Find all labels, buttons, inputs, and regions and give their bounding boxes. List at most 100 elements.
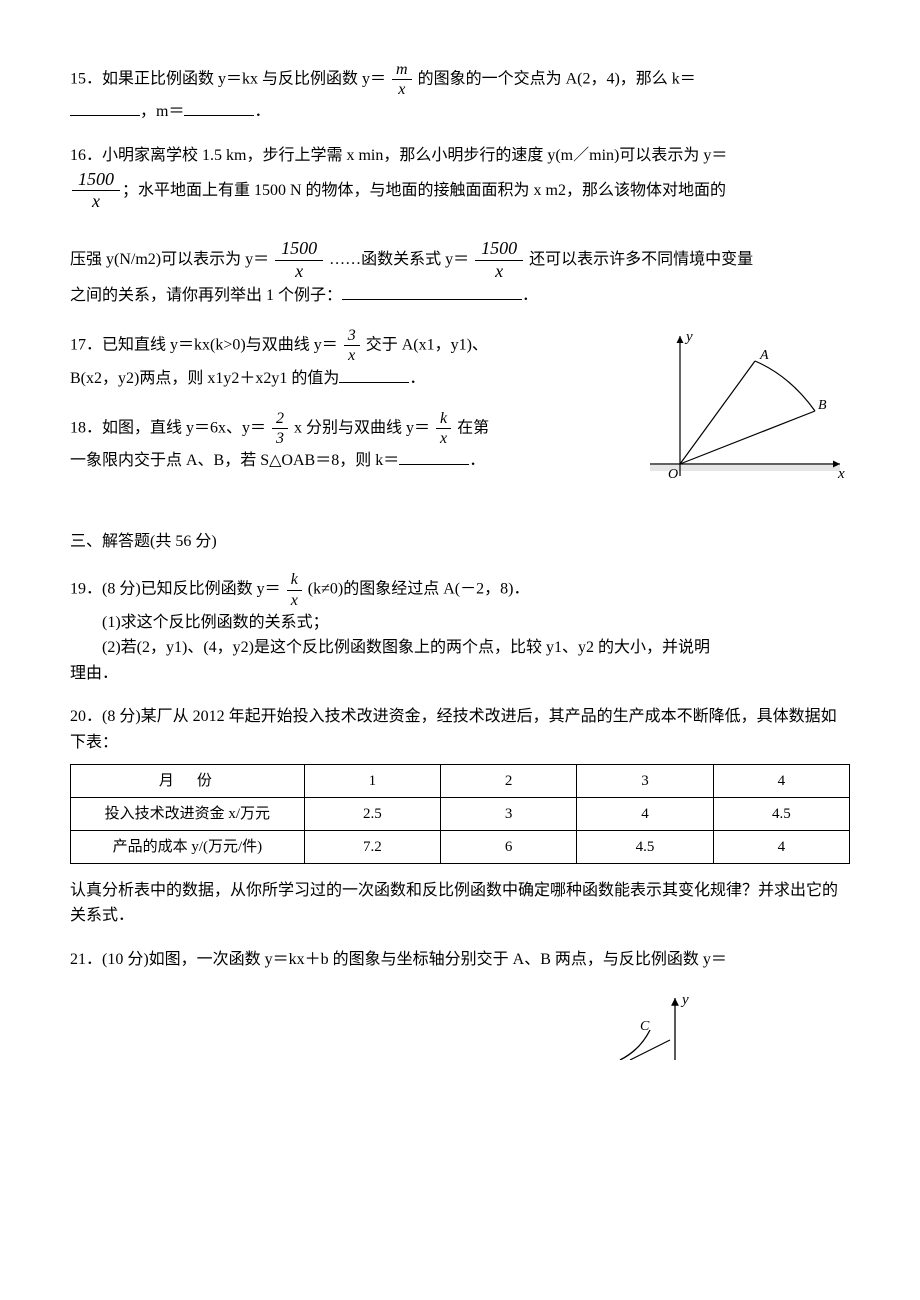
- q18-end: ．: [469, 452, 485, 469]
- q15-frac-den: x: [392, 80, 412, 99]
- q18-line1a: 如图，直线 y＝6x、y＝: [102, 419, 266, 436]
- fig1-origin: O: [668, 467, 678, 482]
- q18-line2: 一象限内交于点 A、B，若 S△OAB＝8，则 k＝: [70, 452, 399, 469]
- q16-line4: 之间的关系，请你再列举出 1 个例子：: [70, 287, 342, 304]
- table-cell: 4.5: [713, 797, 849, 830]
- figure-q18: y x O A B: [640, 326, 850, 505]
- q16-frac3-num: 1500: [475, 238, 523, 261]
- q16-end: ．: [522, 287, 538, 304]
- q18-frac1: 2 3: [272, 409, 288, 448]
- q17-q18-block: 17．已知直线 y＝kx(k>0)与双曲线 y＝ 3 x 交于 A(x1，y1)…: [70, 326, 850, 505]
- q19-frac-num: k: [287, 570, 302, 590]
- q19-sub2: (2)若(2，y1)、(4，y2)是这个反比例函数图象上的两个点，比较 y1、y…: [70, 635, 850, 661]
- fig2-y-label: y: [680, 992, 689, 1008]
- q17-num: 17．: [70, 336, 102, 353]
- fig1-x-label: x: [837, 466, 845, 482]
- q16-line3a: 压强 y(N/m2)可以表示为 y＝: [70, 251, 269, 268]
- q16-frac3-den: x: [475, 261, 523, 283]
- question-21: 21．(10 分)如图，一次函数 y＝kx＋b 的图象与坐标轴分别交于 A、B …: [70, 947, 850, 973]
- q21-num: 21．: [70, 951, 102, 968]
- fig1-point-b: B: [818, 398, 827, 413]
- table-cell: 4: [713, 830, 849, 863]
- question-17: 17．已知直线 y＝kx(k>0)与双曲线 y＝ 3 x 交于 A(x1，y1)…: [70, 326, 620, 391]
- q16-frac3: 1500 x: [475, 238, 523, 282]
- table-header-0: 月 份: [71, 764, 305, 797]
- q19-num: 19．: [70, 581, 102, 598]
- q16-frac1: 1500 x: [72, 169, 120, 213]
- q21-text: (10 分)如图，一次函数 y＝kx＋b 的图象与坐标轴分别交于 A、B 两点，…: [102, 951, 727, 968]
- q16-line2a: ；水平地面上有重 1500 N 的物体，与地面的接触面面积为 x m2，那么该物…: [122, 181, 726, 198]
- q17-line1b: 交于 A(x1，y1)、: [362, 336, 488, 353]
- q15-pre: 如果正比例函数 y＝kx 与反比例函数 y＝: [102, 70, 386, 87]
- section-3-title: 三、解答题(共 56 分): [70, 529, 850, 555]
- q19-sub2b: 理由．: [70, 661, 850, 687]
- q16-frac1-den: x: [72, 191, 120, 213]
- question-15: 15．如果正比例函数 y＝kx 与反比例函数 y＝ m x 的图象的一个交点为 …: [70, 60, 850, 125]
- q15-mid: ，m＝: [140, 103, 184, 120]
- q15-post: 的图象的一个交点为 A(2，4)，那么 k＝: [414, 70, 696, 87]
- table-row-header: 月 份 1 2 3 4: [71, 764, 850, 797]
- table-cell: 7.2: [304, 830, 440, 863]
- q16-line3b: ……函数关系式 y＝: [325, 251, 469, 268]
- q15-frac: m x: [392, 60, 412, 99]
- table-header-3: 3: [577, 764, 713, 797]
- figure-q21-wrap: y C: [70, 990, 730, 1069]
- q16-frac1-num: 1500: [72, 169, 120, 192]
- q17-q18-text: 17．已知直线 y＝kx(k>0)与双曲线 y＝ 3 x 交于 A(x1，y1)…: [70, 326, 620, 492]
- table-cell: 3: [441, 797, 577, 830]
- q18-frac2-num: k: [436, 409, 451, 429]
- q20-num: 20．: [70, 708, 102, 725]
- question-16: 16．小明家离学校 1.5 km，步行上学需 x min，那么小明步行的速度 y…: [70, 143, 850, 308]
- q18-frac1-num: 2: [272, 409, 288, 429]
- q16-line3c: 还可以表示许多不同情境中变量: [525, 251, 753, 268]
- figure-q21-svg: y C: [590, 990, 730, 1060]
- table-cell: 2.5: [304, 797, 440, 830]
- question-18: 18．如图，直线 y＝6x、y＝ 2 3 x 分别与双曲线 y＝ k x 在第 …: [70, 409, 620, 474]
- q15-blank-m: [184, 99, 254, 116]
- q17-frac-num: 3: [344, 326, 360, 346]
- q20-intro: (8 分)某厂从 2012 年起开始投入技术改进资金，经技术改进后，其产品的生产…: [70, 708, 837, 751]
- q18-frac1-den: 3: [272, 429, 288, 448]
- table-cell: 6: [441, 830, 577, 863]
- q19-line1a: (8 分)已知反比例函数 y＝: [102, 581, 281, 598]
- table-cell: 4.5: [577, 830, 713, 863]
- q16-num: 16．: [70, 147, 102, 164]
- q17-frac-den: x: [344, 346, 360, 365]
- q19-line1b: (k≠0)的图象经过点 A(－2，8)．: [304, 581, 530, 598]
- q17-frac: 3 x: [344, 326, 360, 365]
- q15-blank-k: [70, 99, 140, 116]
- q17-end: ．: [409, 370, 425, 387]
- q18-blank: [399, 448, 469, 465]
- fig2-point-c: C: [640, 1019, 650, 1034]
- q16-frac2-den: x: [275, 261, 323, 283]
- q15-num: 15．: [70, 70, 102, 87]
- q18-line1b: x 分别与双曲线 y＝: [290, 419, 430, 436]
- q20-after: 认真分析表中的数据，从你所学习过的一次函数和反比例函数中确定哪种函数能表示其变化…: [70, 878, 850, 929]
- q19-frac-den: x: [287, 591, 302, 610]
- q15-end: ．: [254, 103, 270, 120]
- q16-line1a: 小明家离学校 1.5 km，步行上学需 x min，那么小明步行的速度 y(m／…: [102, 147, 727, 164]
- q19-frac: k x: [287, 570, 302, 609]
- question-19: 19．(8 分)已知反比例函数 y＝ k x (k≠0)的图象经过点 A(－2，…: [70, 570, 850, 686]
- q18-frac2: k x: [436, 409, 451, 448]
- fig1-y-label: y: [684, 329, 693, 345]
- q18-num: 18．: [70, 419, 102, 436]
- figure-q18-svg: y x O A B: [640, 326, 850, 496]
- fig1-point-a: A: [759, 348, 769, 363]
- table-cell: 产品的成本 y/(万元/件): [71, 830, 305, 863]
- q18-frac2-den: x: [436, 429, 451, 448]
- q17-line1a: 已知直线 y＝kx(k>0)与双曲线 y＝: [102, 336, 338, 353]
- q20-table: 月 份 1 2 3 4 投入技术改进资金 x/万元 2.5 3 4 4.5 产品…: [70, 764, 850, 864]
- question-20: 20．(8 分)某厂从 2012 年起开始投入技术改进资金，经技术改进后，其产品…: [70, 704, 850, 928]
- table-row: 产品的成本 y/(万元/件) 7.2 6 4.5 4: [71, 830, 850, 863]
- table-row: 投入技术改进资金 x/万元 2.5 3 4 4.5: [71, 797, 850, 830]
- q19-sub1: (1)求这个反比例函数的关系式；: [70, 610, 850, 636]
- table-header-1: 1: [304, 764, 440, 797]
- q16-frac2-num: 1500: [275, 238, 323, 261]
- q17-line2: B(x2，y2)两点，则 x1y2＋x2y1 的值为: [70, 370, 339, 387]
- q15-frac-num: m: [392, 60, 412, 80]
- table-header-2: 2: [441, 764, 577, 797]
- q18-line1c: 在第: [453, 419, 489, 436]
- q16-frac2: 1500 x: [275, 238, 323, 282]
- q17-blank: [339, 366, 409, 383]
